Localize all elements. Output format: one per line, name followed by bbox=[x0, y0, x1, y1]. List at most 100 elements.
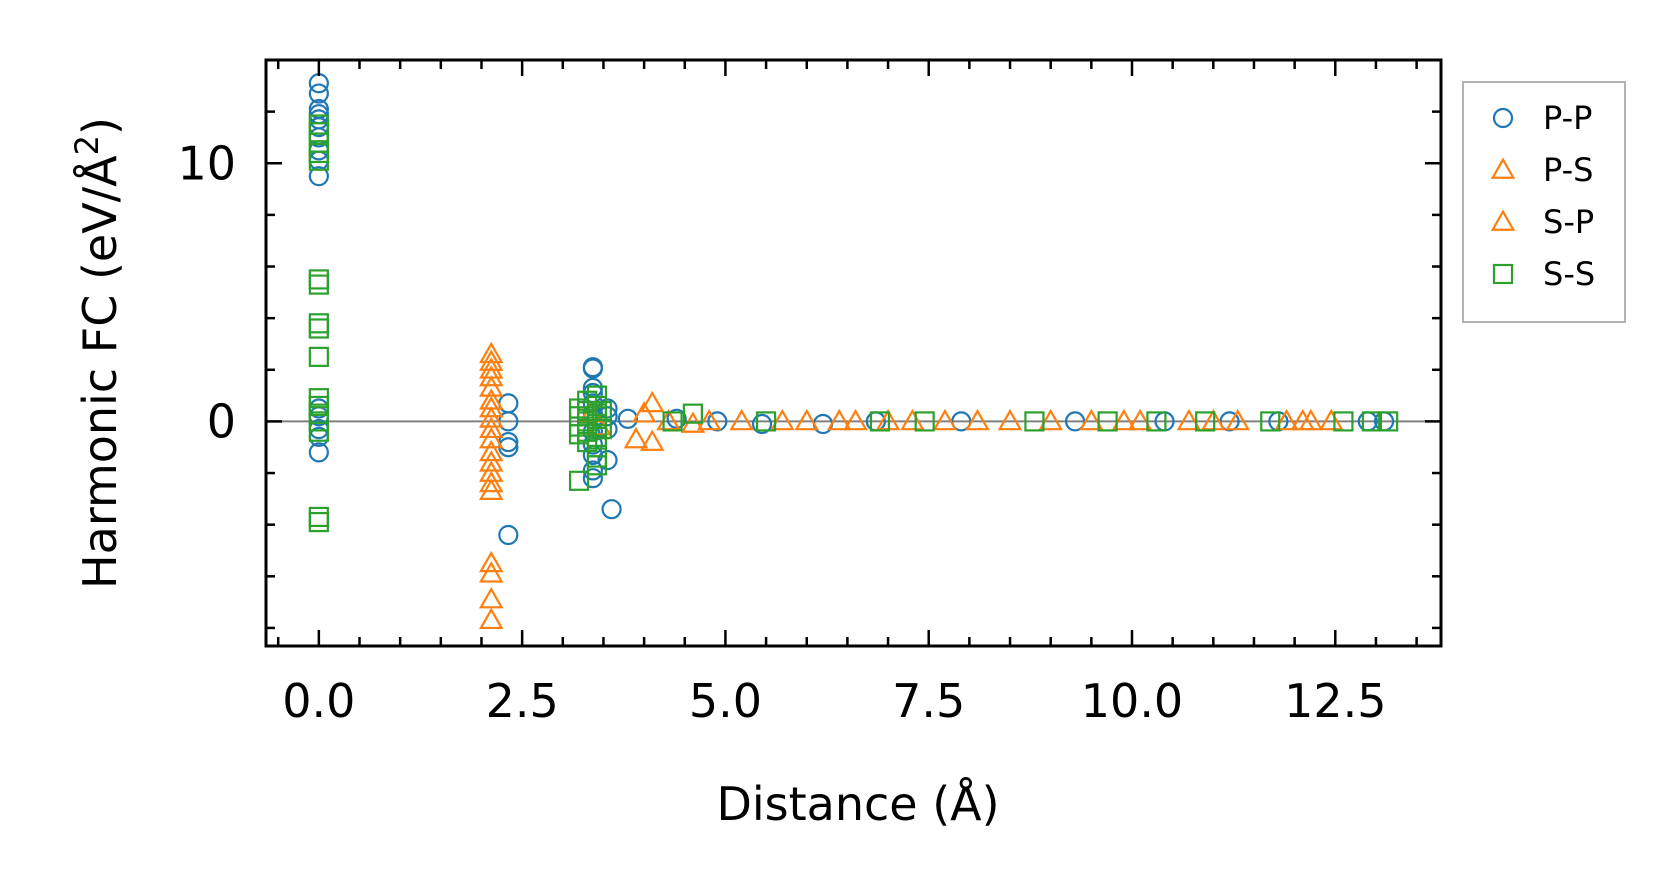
data-point bbox=[1361, 411, 1382, 432]
data-point bbox=[308, 73, 329, 94]
series-p-p bbox=[308, 73, 1395, 546]
data-point bbox=[308, 274, 329, 295]
data-point bbox=[308, 346, 329, 367]
legend-marker bbox=[1490, 157, 1516, 179]
data-point bbox=[1195, 411, 1216, 432]
data-point bbox=[1298, 408, 1324, 431]
data-point bbox=[478, 416, 504, 439]
data-point bbox=[308, 318, 329, 339]
data-point bbox=[478, 364, 504, 387]
data-point bbox=[478, 375, 504, 397]
data-point bbox=[1038, 408, 1063, 431]
data-point bbox=[478, 470, 504, 493]
data-point bbox=[623, 426, 649, 449]
data-point bbox=[755, 411, 777, 432]
data-point bbox=[308, 269, 329, 290]
data-point bbox=[308, 506, 329, 528]
y-axis-label-close: ) bbox=[73, 117, 127, 135]
data-point bbox=[617, 408, 638, 429]
data-point bbox=[498, 524, 519, 546]
data-point bbox=[770, 408, 795, 431]
legend-marker bbox=[1492, 107, 1514, 129]
legend-box bbox=[1462, 81, 1626, 323]
data-point bbox=[827, 408, 852, 431]
data-point bbox=[997, 408, 1023, 431]
data-point bbox=[1225, 408, 1250, 431]
data-point bbox=[965, 408, 990, 431]
data-point bbox=[951, 411, 972, 432]
data-point bbox=[308, 83, 329, 104]
data-point bbox=[597, 398, 618, 419]
legend-item-p-s: P-S bbox=[1490, 151, 1593, 189]
data-point bbox=[478, 341, 504, 364]
data-point bbox=[586, 416, 608, 437]
x-axis-label: Distance (Å) bbox=[716, 777, 999, 831]
data-point bbox=[666, 408, 687, 429]
legend-label: P-S bbox=[1543, 151, 1593, 189]
x-tick-label: 12.5 bbox=[1284, 674, 1386, 728]
data-point bbox=[308, 122, 329, 143]
data-point bbox=[308, 421, 329, 442]
data-point bbox=[597, 450, 618, 471]
data-point bbox=[1333, 411, 1354, 432]
data-point bbox=[812, 413, 834, 435]
data-point bbox=[308, 166, 329, 187]
legend-item-p-p: P-P bbox=[1492, 99, 1592, 137]
data-point bbox=[1079, 408, 1104, 431]
data-point bbox=[1111, 408, 1137, 431]
data-point bbox=[601, 499, 622, 520]
data-point bbox=[586, 426, 608, 447]
y-tick-label: 0 bbox=[207, 394, 236, 448]
data-point bbox=[478, 550, 504, 573]
data-point bbox=[696, 408, 722, 431]
data-point bbox=[478, 406, 504, 428]
data-point bbox=[869, 411, 891, 432]
legend-item-s-p: S-P bbox=[1490, 203, 1594, 241]
x-tick-label: 5.0 bbox=[689, 674, 762, 728]
data-point bbox=[478, 395, 504, 418]
series-p-s bbox=[478, 341, 1344, 630]
y-axis-label-superscript: 2 bbox=[68, 135, 106, 155]
y-axis-label: Harmonic FC (eV/Å2) bbox=[68, 117, 127, 589]
data-point bbox=[478, 349, 504, 371]
data-point bbox=[794, 408, 819, 431]
data-point bbox=[932, 408, 958, 431]
data-point bbox=[900, 408, 925, 431]
plot-frame bbox=[264, 58, 1443, 648]
data-point bbox=[843, 408, 868, 431]
data-point bbox=[682, 403, 704, 424]
data-point bbox=[478, 426, 504, 449]
data-point bbox=[1176, 408, 1202, 431]
data-point bbox=[586, 406, 608, 427]
legend-marker bbox=[1492, 263, 1514, 285]
x-tick-label: 2.5 bbox=[486, 674, 559, 728]
legend: P-P P-S S-P S-S bbox=[1462, 81, 1626, 323]
data-point bbox=[1146, 411, 1167, 432]
data-point bbox=[1097, 411, 1118, 432]
data-point bbox=[1219, 411, 1240, 432]
data-point bbox=[1260, 411, 1281, 432]
data-point bbox=[1064, 411, 1086, 432]
data-point bbox=[478, 607, 504, 630]
data-point bbox=[1024, 411, 1045, 432]
data-point bbox=[640, 429, 665, 451]
data-point bbox=[568, 470, 590, 491]
data-point bbox=[308, 150, 329, 171]
data-point bbox=[478, 439, 504, 462]
data-point bbox=[707, 411, 728, 432]
data-point bbox=[308, 411, 329, 432]
data-point bbox=[1378, 411, 1399, 432]
data-point bbox=[914, 411, 935, 432]
data-point bbox=[1318, 408, 1344, 431]
data-point bbox=[478, 561, 504, 583]
data-point bbox=[631, 401, 657, 423]
data-point bbox=[586, 455, 608, 476]
data-point bbox=[1127, 408, 1153, 431]
legend-label: S-P bbox=[1543, 203, 1594, 241]
y-axis-label-main: Harmonic FC (eV/Å bbox=[73, 155, 127, 589]
data-point bbox=[586, 395, 608, 417]
data-point bbox=[308, 511, 329, 533]
x-tick-label: 10.0 bbox=[1081, 674, 1183, 728]
data-point bbox=[582, 358, 603, 379]
